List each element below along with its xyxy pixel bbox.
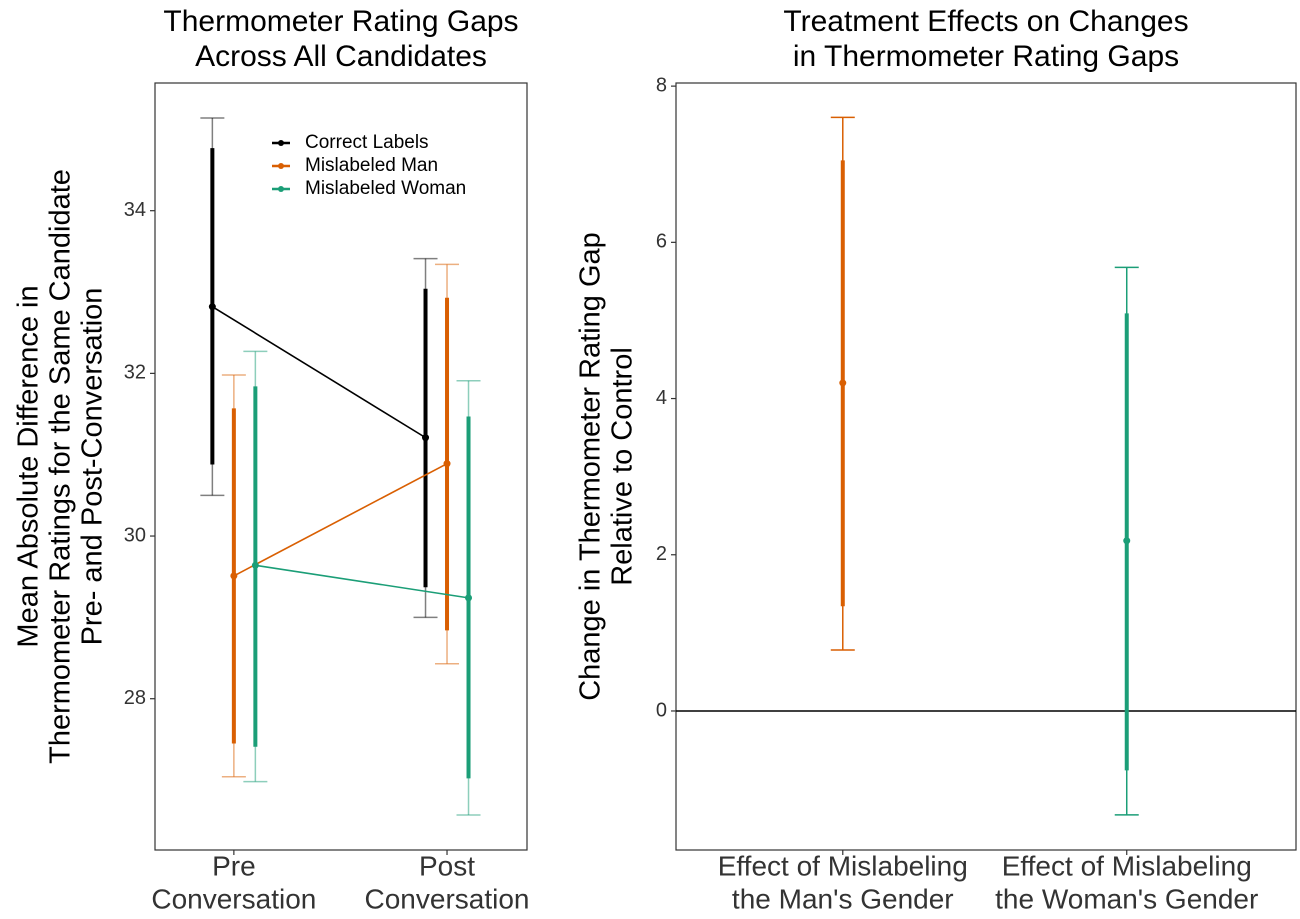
legend-label: Correct Labels bbox=[305, 132, 429, 153]
y-axis-label: Change in Thermometer Rating Gap bbox=[575, 232, 607, 701]
series-line bbox=[233, 462, 448, 577]
x-tick-label: Post bbox=[419, 850, 475, 881]
series-line bbox=[211, 305, 426, 439]
y-tick-label: 8 bbox=[656, 74, 667, 96]
point bbox=[230, 572, 238, 580]
y-tick-label: 0 bbox=[656, 699, 667, 721]
chart-title: Across All Candidates bbox=[195, 40, 487, 73]
chart-title: Thermometer Rating Gaps bbox=[163, 5, 518, 38]
plot-border bbox=[154, 82, 528, 851]
point bbox=[251, 561, 259, 569]
y-tick-label: 4 bbox=[656, 387, 667, 409]
chart-title: in Thermometer Rating Gaps bbox=[793, 40, 1179, 73]
x-tick-label: Pre bbox=[212, 850, 256, 881]
y-tick-label: 6 bbox=[656, 231, 667, 253]
legend-label: Mislabeled Woman bbox=[305, 178, 466, 199]
y-axis-label: Pre- and Post-Conversation bbox=[77, 288, 109, 646]
y-axis-label: Thermometer Ratings for the Same Candida… bbox=[45, 169, 77, 764]
y-tick-label: 34 bbox=[124, 199, 146, 221]
y-tick-label: 2 bbox=[656, 543, 667, 565]
x-tick-label: Conversation bbox=[151, 883, 316, 914]
y-axis-label: Mean Absolute Difference in bbox=[13, 285, 45, 647]
plot-border bbox=[675, 82, 1297, 851]
legend-key bbox=[278, 140, 284, 146]
x-tick-label: Effect of Mislabeling bbox=[1002, 850, 1252, 881]
legend-key bbox=[278, 163, 284, 169]
y-tick-label: 32 bbox=[124, 362, 146, 384]
point bbox=[1123, 537, 1131, 545]
point bbox=[839, 379, 847, 387]
point bbox=[465, 594, 473, 602]
x-tick-label: Conversation bbox=[365, 883, 530, 914]
x-tick-label: the Man's Gender bbox=[732, 883, 954, 914]
series-line bbox=[255, 564, 469, 599]
y-tick-label: 30 bbox=[124, 524, 146, 546]
legend-label: Mislabeled Man bbox=[305, 155, 438, 176]
point bbox=[208, 303, 216, 311]
x-tick-label: Effect of Mislabeling bbox=[718, 850, 968, 881]
y-axis-label: Relative to Control bbox=[607, 347, 639, 586]
point bbox=[422, 434, 430, 442]
point bbox=[443, 460, 451, 468]
x-tick-label: the Woman's Gender bbox=[995, 883, 1258, 914]
y-tick-label: 28 bbox=[124, 687, 146, 709]
chart-title: Treatment Effects on Changes bbox=[783, 5, 1188, 38]
legend-key bbox=[278, 186, 284, 192]
